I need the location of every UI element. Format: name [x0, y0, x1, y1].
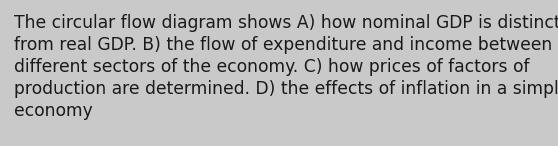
Text: The circular flow diagram shows A) how nominal GDP is distinct: The circular flow diagram shows A) how n… [14, 14, 558, 32]
Text: production are determined. D) the effects of inflation in a simple: production are determined. D) the effect… [14, 80, 558, 98]
Text: different sectors of the economy. C) how prices of factors of: different sectors of the economy. C) how… [14, 58, 530, 76]
Text: from real GDP. B) the flow of expenditure and income between: from real GDP. B) the flow of expenditur… [14, 36, 552, 54]
Text: economy: economy [14, 102, 93, 120]
